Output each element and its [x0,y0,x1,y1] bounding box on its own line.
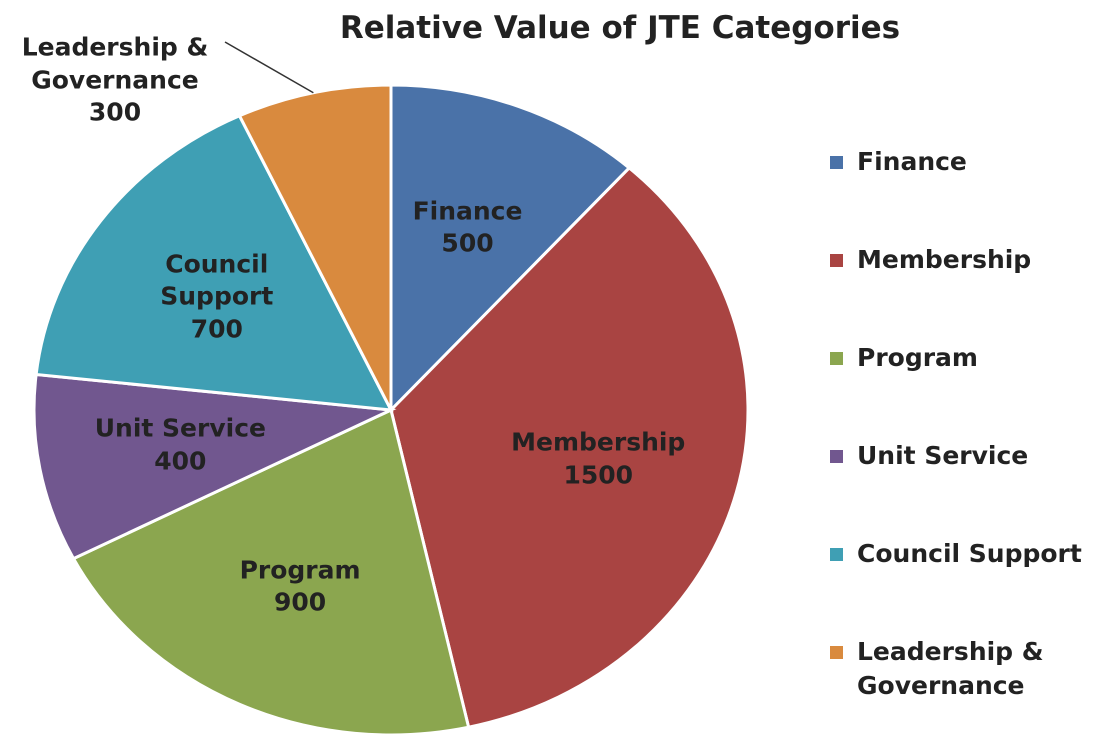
legend-swatch [830,548,843,561]
data-label-value: 400 [154,446,207,476]
data-label-name: Program [239,555,361,585]
legend-label: Council Support [857,539,1082,568]
chart-title: Relative Value of JTE Categories [339,10,901,46]
data-label-name: Finance [412,196,523,226]
data-label-value: 1500 [563,460,634,490]
data-label: Membership 1500 [503,427,693,492]
legend-item: Leadership & Governance [830,635,1115,733]
data-label-name: Council Support [160,248,274,311]
legend-item: Membership [830,243,1115,341]
legend-swatch [830,450,843,463]
legend-item: Council Support [830,537,1115,635]
data-label: Program 900 [205,554,395,619]
leader-line [224,41,314,94]
legend-label: Finance [857,147,967,176]
legend: Finance Membership Program Unit Service Coun… [830,145,1115,733]
data-label: Finance 500 [373,195,563,260]
legend-item: Finance [830,145,1115,243]
legend-swatch [830,352,843,365]
data-label-name: Unit Service [94,413,266,443]
data-label-value: 700 [190,313,243,343]
legend-item: Program [830,341,1115,439]
data-label-name: Leadership & Governance [21,32,209,94]
legend-swatch [830,156,843,169]
legend-label: Membership [857,245,1032,274]
pie-slice [71,407,471,737]
data-label-value: 300 [88,97,142,127]
data-label: Council Support 700 [122,248,312,346]
data-label: Leadership & Governance 300 [5,31,225,129]
legend-item: Unit Service [830,439,1115,537]
pie-slice [389,83,632,414]
pie-slice [389,165,750,729]
legend-label: Program [857,343,978,372]
data-label-value: 500 [441,228,494,258]
pie-slice [34,113,394,412]
legend-swatch [830,646,843,659]
legend-label: Unit Service [857,441,1029,470]
pie-slice [32,372,397,561]
legend-swatch [830,254,843,267]
data-label: Unit Service 400 [85,413,275,478]
data-label-value: 900 [273,587,327,617]
legend-label: Leadership & Governance [857,637,1044,700]
data-label-name: Membership [511,427,686,457]
